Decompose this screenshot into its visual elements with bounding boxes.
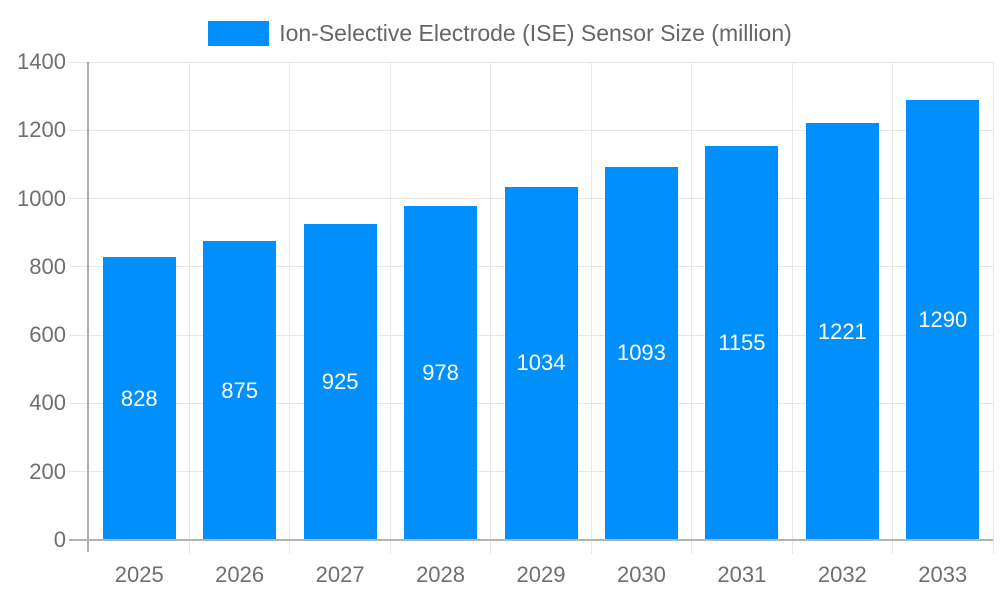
x-gridline (992, 62, 994, 540)
x-axis-tick (590, 540, 592, 554)
bar-2029[interactable]: 1034 (504, 186, 578, 540)
x-gridline (590, 62, 592, 540)
y-axis-tick (69, 334, 89, 336)
bar-value-label: 875 (221, 377, 259, 403)
y-axis-label: 0 (53, 527, 66, 552)
legend[interactable]: Ion-Selective Electrode (ISE) Sensor Siz… (0, 16, 1000, 50)
x-axis-label: 2032 (817, 562, 867, 587)
bar-value-label: 925 (321, 369, 359, 395)
x-axis-label: 2030 (616, 562, 666, 587)
x-axis-tick (389, 540, 391, 554)
x-axis-tick (289, 540, 291, 554)
legend-swatch (208, 20, 270, 46)
bar-2032[interactable]: 1221 (805, 123, 879, 540)
bar-2027[interactable]: 925 (303, 224, 377, 540)
y-axis-label: 1200 (17, 117, 66, 143)
bar-value-label: 1034 (516, 350, 566, 376)
bar-2030[interactable]: 1093 (604, 166, 678, 540)
bar-2028[interactable]: 978 (404, 206, 478, 540)
x-axis-label: 2025 (114, 562, 164, 587)
x-axis-label: 2033 (918, 562, 968, 587)
x-axis-tick (791, 540, 793, 554)
bar-2033[interactable]: 1290 (906, 99, 980, 540)
x-gridline (289, 62, 291, 540)
x-gridline (188, 62, 190, 540)
y-axis-label: 1400 (17, 49, 66, 74)
x-gridline (691, 62, 693, 540)
x-axis-tick (490, 540, 492, 554)
y-axis-tick (69, 471, 89, 473)
bar-value-label: 1290 (918, 306, 968, 332)
x-axis-label: 2028 (416, 562, 466, 587)
y-axis-tick (69, 198, 89, 200)
x-axis-tick (892, 540, 894, 554)
x-axis-tick (992, 540, 994, 554)
x-axis-label: 2029 (516, 562, 566, 587)
y-axis-label: 200 (29, 458, 66, 484)
y-gridline (89, 129, 993, 131)
bar-value-label: 1155 (718, 329, 766, 355)
y-axis-tick (69, 129, 89, 131)
y-axis-tick (69, 61, 89, 63)
bar-value-label: 828 (120, 385, 158, 411)
y-axis-label: 1000 (17, 185, 66, 211)
bar-value-label: 978 (422, 360, 459, 386)
y-axis-tick (69, 266, 89, 268)
bar-2026[interactable]: 875 (203, 241, 277, 540)
x-axis-label: 2027 (315, 562, 365, 587)
y-gridline (89, 61, 993, 63)
x-gridline (791, 62, 793, 540)
x-gridline (389, 62, 391, 540)
y-axis-label: 400 (29, 390, 66, 416)
y-axis-label: 800 (29, 253, 66, 279)
y-axis-line (87, 62, 89, 552)
x-axis-label: 2031 (717, 562, 767, 587)
x-gridline (490, 62, 492, 540)
y-axis-label: 600 (29, 322, 66, 348)
bar-2031[interactable]: 1155 (705, 145, 779, 540)
x-axis-label: 2026 (215, 562, 265, 587)
x-gridline (892, 62, 894, 540)
x-axis-line (69, 539, 993, 541)
legend-label: Ion-Selective Electrode (ISE) Sensor Siz… (279, 19, 792, 46)
y-axis-tick (69, 402, 89, 404)
bar-value-label: 1221 (817, 318, 867, 344)
x-axis-tick (188, 540, 190, 554)
bar-2025[interactable]: 828 (102, 257, 176, 540)
x-axis-tick (691, 540, 693, 554)
bar-value-label: 1093 (616, 340, 666, 366)
